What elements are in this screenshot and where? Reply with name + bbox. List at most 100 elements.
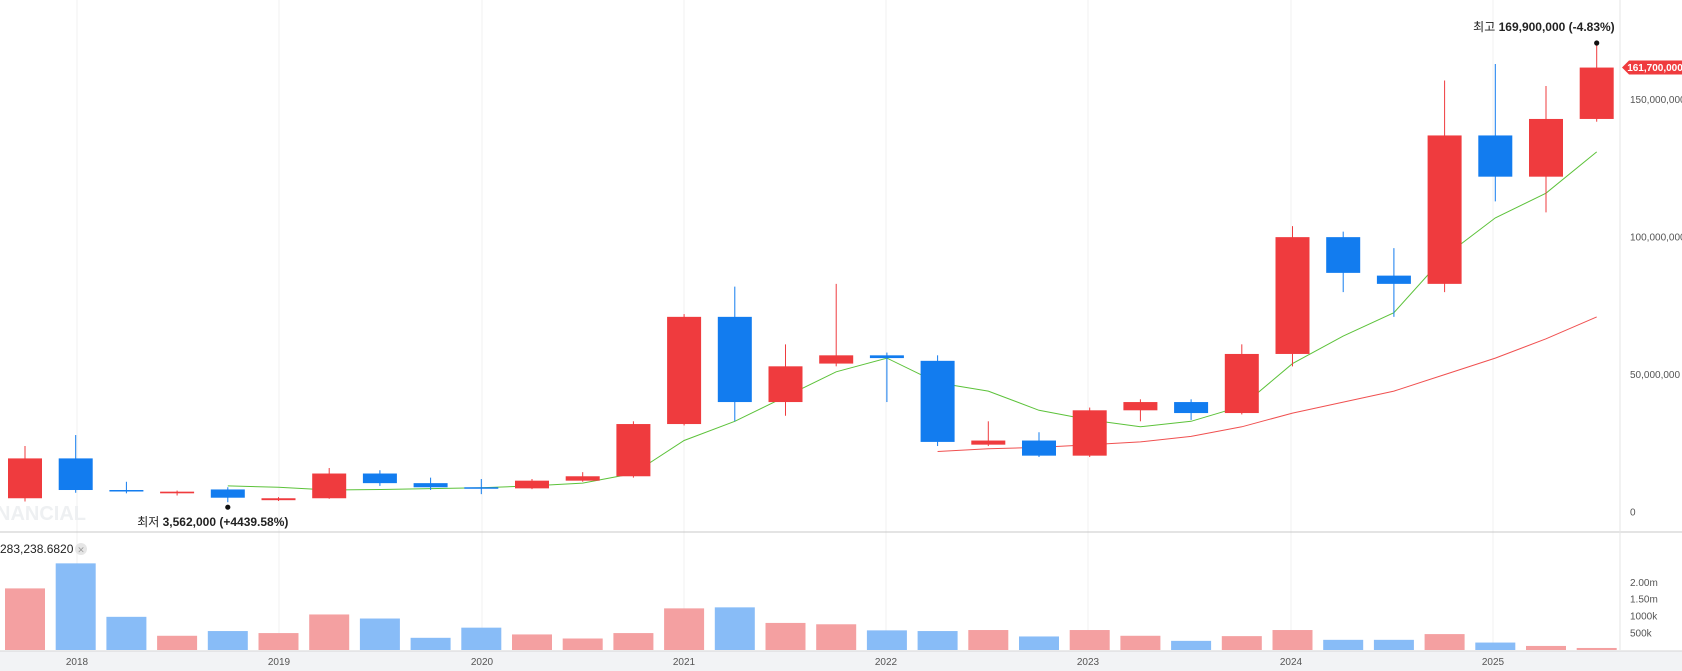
candle bbox=[1022, 432, 1056, 458]
candle bbox=[160, 490, 195, 496]
price-tick-label: 50,000,000 bbox=[1630, 370, 1680, 381]
candle-body bbox=[1123, 402, 1158, 411]
volume-bar bbox=[1272, 630, 1313, 650]
high-value: 169,900,000 (-4.83%) bbox=[1499, 20, 1615, 34]
candle bbox=[1376, 248, 1411, 317]
volume-bar bbox=[968, 630, 1009, 650]
price-tick-label: 100,000,000 bbox=[1630, 233, 1682, 244]
candle-body bbox=[971, 440, 1006, 445]
candle bbox=[667, 314, 702, 426]
close-volume-icon[interactable]: × bbox=[75, 543, 87, 556]
x-tick-label: 2021 bbox=[673, 657, 696, 668]
watermark: NANCIAL bbox=[0, 503, 86, 525]
volume-bar bbox=[207, 631, 248, 650]
candle-body bbox=[515, 480, 549, 489]
volume-bar bbox=[5, 588, 45, 650]
volume-tick-label: 2.00m bbox=[1630, 578, 1658, 589]
candle-body bbox=[312, 473, 347, 499]
candle-body bbox=[8, 458, 42, 499]
volume-bar bbox=[1373, 639, 1414, 650]
candle bbox=[210, 487, 245, 503]
candle bbox=[768, 344, 803, 416]
low-marker bbox=[225, 504, 231, 510]
x-tick-label: 2019 bbox=[268, 657, 291, 668]
low-value: 3,562,000 (+4439.58%) bbox=[163, 515, 289, 529]
candle bbox=[565, 472, 600, 482]
candle bbox=[920, 355, 955, 447]
svg-text:×: × bbox=[77, 546, 85, 556]
high-marker bbox=[1594, 40, 1600, 46]
volume-bar bbox=[613, 633, 654, 650]
volume-bar bbox=[1171, 640, 1212, 650]
candle-body bbox=[261, 498, 296, 501]
x-tick-label: 2023 bbox=[1077, 657, 1100, 668]
candle bbox=[515, 479, 549, 490]
candle-body bbox=[58, 458, 93, 491]
candle-body bbox=[1579, 67, 1614, 119]
volume-bar bbox=[1221, 636, 1262, 650]
current-price-label: 161,700,000 bbox=[1627, 63, 1682, 74]
volume-bar bbox=[1424, 634, 1465, 650]
candle bbox=[717, 286, 752, 422]
x-tick-label: 2025 bbox=[1482, 657, 1505, 668]
candle-body bbox=[1478, 135, 1513, 177]
candle-body bbox=[1275, 237, 1310, 354]
volume-readout: 283,238.6820 bbox=[0, 542, 74, 556]
candle-body bbox=[464, 487, 499, 489]
volume-tick-label: 1000k bbox=[1630, 612, 1658, 623]
volume-bar bbox=[1576, 647, 1617, 650]
volume-bar bbox=[1019, 636, 1059, 650]
time-axis: 2018 2019 2020 2021 2022 2023 2024 2025 bbox=[66, 657, 1505, 668]
candle bbox=[1174, 399, 1209, 420]
candle bbox=[362, 470, 397, 486]
candle bbox=[1072, 407, 1107, 458]
high-annotation: 최고 169,900,000 (-4.83%) bbox=[1473, 20, 1615, 34]
candle-body bbox=[1072, 410, 1107, 456]
candle-body bbox=[565, 476, 600, 481]
x-tick-label: 2018 bbox=[66, 657, 89, 668]
volume-tick-label: 1.50m bbox=[1630, 595, 1658, 606]
volume-bar bbox=[309, 614, 350, 650]
candle bbox=[413, 477, 448, 491]
volume-bar bbox=[359, 618, 400, 650]
candle bbox=[1427, 80, 1462, 293]
candle-body bbox=[210, 489, 245, 498]
candle-body bbox=[920, 360, 955, 442]
volume-bar bbox=[1323, 639, 1364, 650]
price-tick-label: 150,000,000 bbox=[1630, 95, 1682, 106]
volume-bar bbox=[664, 608, 705, 650]
candle-body bbox=[1174, 402, 1209, 414]
volume-bar bbox=[917, 631, 958, 650]
volume-bar bbox=[55, 563, 96, 650]
candle-body bbox=[1326, 237, 1361, 273]
candlestick-series bbox=[8, 45, 1614, 503]
candle-body bbox=[768, 366, 803, 403]
volume-tick-label: 500k bbox=[1630, 629, 1653, 640]
volume-bar bbox=[816, 624, 857, 650]
candle bbox=[1123, 399, 1158, 422]
candle-body bbox=[1376, 275, 1411, 284]
candle-body bbox=[413, 483, 448, 488]
volume-bar bbox=[765, 622, 806, 650]
candle-body bbox=[869, 355, 904, 359]
candle-body bbox=[717, 316, 752, 403]
year-gridlines bbox=[76, 0, 1494, 650]
candle bbox=[819, 283, 854, 367]
volume-bar bbox=[866, 630, 907, 650]
volume-bar bbox=[461, 627, 502, 650]
volume-bar bbox=[1069, 630, 1110, 650]
volume-bar bbox=[562, 638, 603, 650]
candle-body bbox=[1224, 353, 1259, 414]
current-price-badge: 161,700,000 bbox=[1622, 60, 1682, 75]
price-tick-label: 0 bbox=[1630, 508, 1636, 519]
candle bbox=[869, 352, 904, 403]
ma-short-line bbox=[227, 151, 1598, 491]
candle-body bbox=[1529, 118, 1563, 177]
candle-body bbox=[616, 424, 651, 477]
volume-series bbox=[5, 563, 1617, 650]
volume-bar bbox=[410, 637, 451, 650]
candle bbox=[616, 421, 651, 478]
candle-body bbox=[109, 490, 144, 492]
candle bbox=[58, 435, 93, 493]
